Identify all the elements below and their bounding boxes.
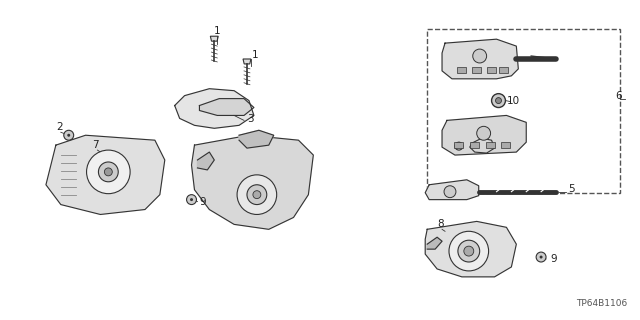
Text: TP64B1106: TP64B1106 [576, 299, 627, 308]
Circle shape [495, 98, 502, 104]
Circle shape [253, 191, 261, 199]
Circle shape [458, 240, 480, 262]
Polygon shape [425, 221, 516, 277]
Bar [502, 142, 510, 148]
Circle shape [449, 231, 488, 271]
Text: 7: 7 [93, 140, 99, 150]
Polygon shape [425, 180, 479, 200]
Bar [486, 67, 495, 73]
Circle shape [187, 195, 196, 204]
Polygon shape [470, 138, 495, 153]
Text: 5: 5 [568, 184, 575, 194]
Circle shape [190, 198, 193, 201]
Polygon shape [239, 130, 274, 148]
Circle shape [477, 126, 491, 140]
Text: 9: 9 [550, 254, 557, 264]
Polygon shape [442, 116, 526, 155]
Bar [499, 67, 508, 73]
Circle shape [104, 168, 112, 176]
Text: 3: 3 [247, 114, 253, 124]
Circle shape [64, 130, 74, 140]
Polygon shape [175, 89, 254, 128]
Circle shape [540, 256, 543, 259]
Polygon shape [428, 237, 442, 249]
Circle shape [492, 94, 506, 108]
Circle shape [464, 246, 474, 256]
Bar [457, 67, 466, 73]
Text: 1: 1 [252, 50, 259, 60]
Bar [472, 67, 481, 73]
Bar [428, 29, 620, 193]
Text: 6: 6 [615, 91, 622, 100]
Circle shape [67, 134, 70, 137]
Text: 1: 1 [214, 26, 221, 36]
Bar [454, 142, 463, 148]
Circle shape [473, 49, 486, 63]
Circle shape [247, 185, 267, 204]
Circle shape [455, 142, 463, 150]
Polygon shape [243, 59, 251, 64]
Polygon shape [200, 99, 254, 116]
Circle shape [237, 175, 276, 214]
Polygon shape [198, 152, 214, 170]
Circle shape [86, 150, 130, 194]
Circle shape [444, 186, 456, 198]
Circle shape [99, 162, 118, 182]
Text: 2: 2 [56, 122, 63, 132]
Polygon shape [211, 36, 218, 41]
Polygon shape [442, 39, 518, 79]
Bar [470, 142, 479, 148]
Polygon shape [191, 135, 314, 229]
Text: 10: 10 [506, 96, 520, 106]
Bar [486, 142, 495, 148]
Text: 8: 8 [437, 219, 444, 229]
Text: 4: 4 [455, 144, 461, 154]
Text: 9: 9 [200, 196, 206, 207]
Polygon shape [46, 135, 164, 214]
Circle shape [536, 252, 546, 262]
